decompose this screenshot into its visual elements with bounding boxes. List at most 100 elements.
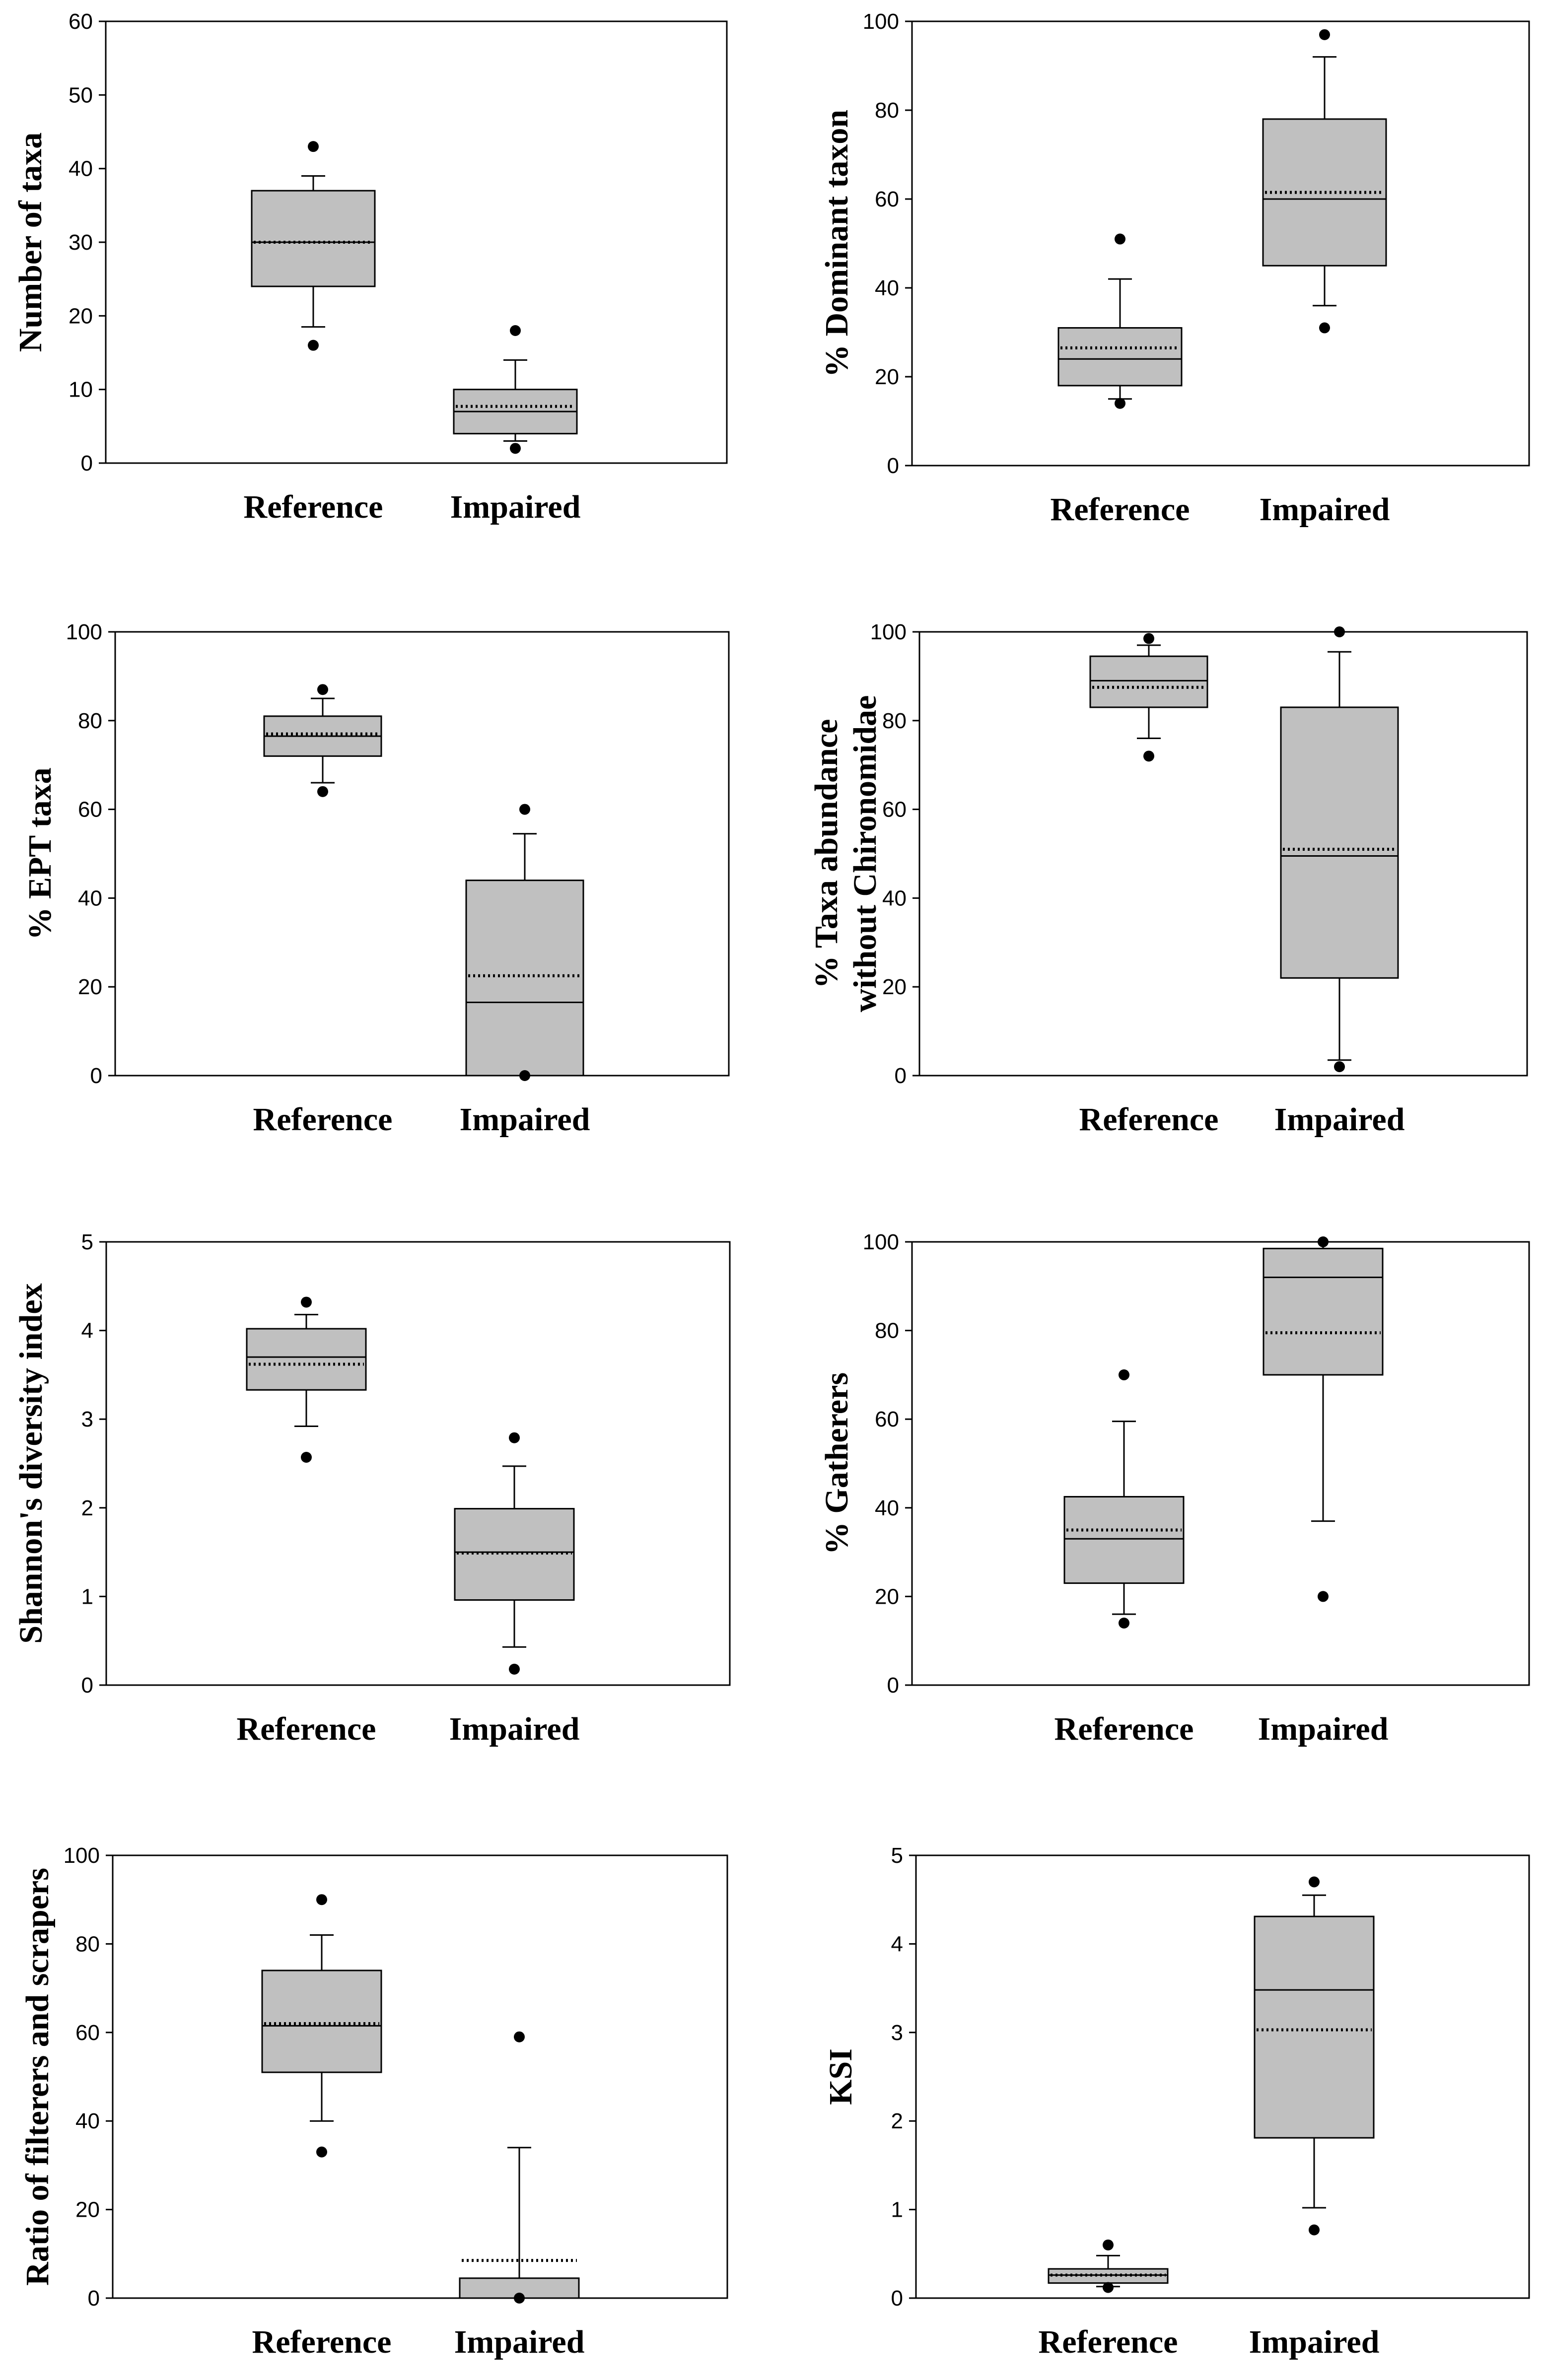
outlier-point — [308, 340, 319, 351]
y-axis-label: % Dominant taxon — [819, 110, 855, 377]
chart-panel-2: 0 20 40 60 80 100 % Dominant taxon Reference Imp… — [819, 9, 1530, 528]
x-category-label: Reference — [237, 1711, 376, 1747]
outlier-point — [1143, 633, 1154, 644]
plot-frame — [114, 631, 730, 1077]
box-body — [454, 1508, 575, 1601]
y-tick-label: 0 — [895, 1064, 907, 1088]
y-axis-label: Ratio of filterers and scrapers — [19, 1868, 56, 2286]
y-tick-label: 0 — [81, 451, 93, 476]
outlier-point — [1309, 2224, 1320, 2236]
y-tick-label: 60 — [69, 9, 93, 34]
y-tick-label: 4 — [891, 1932, 903, 1956]
y-tick-label: 5 — [81, 1230, 93, 1254]
box-body — [261, 1970, 382, 2073]
y-tick-label: 2 — [81, 1496, 93, 1520]
box-body — [251, 190, 376, 287]
y-tick-label: 0 — [887, 1673, 899, 1698]
plot-frame — [915, 1854, 1530, 2299]
y-tick-label: 50 — [69, 83, 93, 107]
box-body — [1254, 1915, 1375, 2139]
y-tick-label: 30 — [69, 230, 93, 255]
y-tick-label: 60 — [78, 798, 102, 822]
y-tick-label: 40 — [875, 276, 899, 300]
box-impaired — [1280, 626, 1399, 1073]
y-tick-label: 80 — [875, 98, 899, 123]
outlier-point — [317, 684, 328, 695]
y-tick-label: 80 — [78, 709, 102, 733]
y-tick-label: 60 — [875, 1407, 899, 1431]
plot-frame — [911, 1241, 1530, 1686]
chart-panel-5: 0 1 2 3 4 5 Shannon's diversity index Reference… — [13, 1230, 731, 1747]
y-tick-label: 60 — [882, 798, 907, 822]
y-tick-label: 60 — [875, 187, 899, 211]
y-tick-label: 3 — [81, 1407, 93, 1431]
box-reference — [251, 141, 376, 351]
y-tick-label: 80 — [882, 709, 907, 733]
y-axis-label: % EPT taxa — [22, 767, 58, 940]
y-tick-label: 40 — [75, 2109, 100, 2133]
outlier-point — [510, 325, 521, 336]
outlier-point — [1318, 1591, 1329, 1602]
y-tick-label: 40 — [875, 1496, 899, 1520]
y-tick-label: 0 — [90, 1064, 102, 1088]
box-impaired — [1262, 29, 1387, 334]
chart-panel-4: 0 20 40 60 80 100 % Taxa abundance without Chir… — [808, 620, 1528, 1138]
outlier-point — [1309, 1876, 1320, 1888]
outlier-point — [509, 1663, 520, 1675]
box-reference — [263, 684, 382, 797]
y-tick-label: 40 — [78, 886, 102, 910]
box-reference — [1089, 633, 1208, 762]
y-tick-label: 20 — [882, 975, 907, 999]
outlier-point — [316, 2146, 327, 2158]
outlier-point — [1103, 2239, 1114, 2250]
y-tick-label: 60 — [75, 2021, 100, 2045]
y-tick-label: 0 — [81, 1673, 93, 1698]
x-category-label: Reference — [1039, 2324, 1178, 2360]
y-tick-label: 100 — [66, 620, 102, 644]
outlier-point — [1119, 1369, 1129, 1380]
x-category-label: Impaired — [460, 1101, 590, 1138]
outlier-point — [509, 1432, 520, 1443]
outlier-point — [316, 1894, 327, 1905]
chart-panel-8: 0 1 2 3 4 5 KSI Reference Impaired — [823, 1843, 1530, 2360]
box-body — [465, 880, 584, 1077]
outlier-point — [519, 804, 530, 815]
box-body — [1089, 655, 1208, 708]
plot-frame — [112, 1854, 728, 2299]
box-body — [1048, 2268, 1169, 2284]
x-category-label: Impaired — [1274, 1101, 1405, 1138]
x-category-label: Impaired — [1249, 2324, 1380, 2360]
y-tick-label: 100 — [64, 1843, 100, 1868]
y-tick-label: 1 — [891, 2198, 903, 2222]
y-tick-label: 5 — [891, 1843, 903, 1868]
y-tick-label: 20 — [875, 1584, 899, 1609]
outlier-point — [1334, 1061, 1345, 1073]
box-impaired — [1263, 1236, 1384, 1602]
outlier-point — [301, 1296, 312, 1308]
box-body — [1280, 706, 1399, 979]
y-tick-label: 20 — [69, 304, 93, 328]
x-category-label: Impaired — [1260, 491, 1390, 528]
y-tick-label: 1 — [81, 1584, 93, 1609]
x-category-label: Reference — [1079, 1101, 1219, 1138]
chart-panel-7: 0 20 40 60 80 100 Ratio of filterers and scrap… — [19, 1843, 728, 2360]
plot-frame — [911, 20, 1530, 467]
y-axis-label: Number of taxa — [12, 133, 49, 352]
box-impaired — [453, 325, 578, 454]
outlier-point — [301, 1451, 312, 1463]
y-tick-label: 80 — [75, 1932, 100, 1956]
y-tick-label: 0 — [891, 2286, 903, 2311]
x-category-label: Reference — [1051, 491, 1190, 528]
box-reference — [1063, 1369, 1185, 1629]
y-tick-label: 3 — [891, 2021, 903, 2045]
x-category-label: Reference — [252, 2324, 392, 2360]
outlier-point — [1334, 626, 1345, 637]
box-body — [246, 1328, 367, 1391]
outlier-point — [1319, 322, 1330, 334]
y-tick-label: 0 — [88, 2286, 100, 2311]
outlier-point — [1319, 29, 1330, 40]
y-tick-label: 20 — [875, 365, 899, 389]
box-reference — [1048, 2239, 1169, 2293]
y-tick-label: 10 — [69, 378, 93, 402]
box-body — [1063, 1496, 1185, 1584]
